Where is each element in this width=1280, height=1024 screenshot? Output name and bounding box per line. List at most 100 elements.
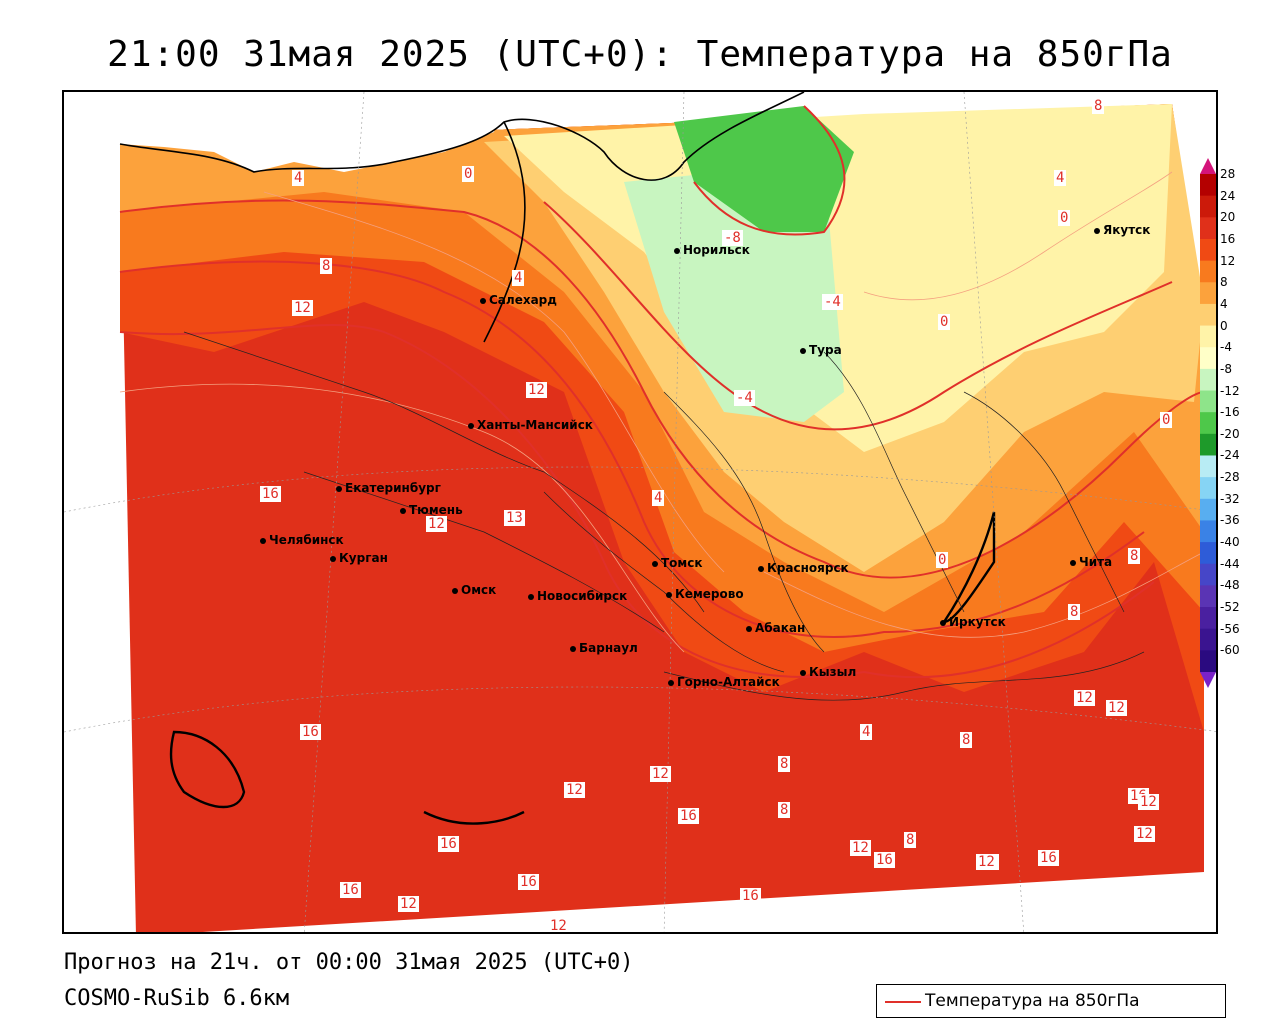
colorbar-tick-label: -60 — [1220, 643, 1240, 658]
city-label: Норильск — [674, 243, 750, 257]
contour-label: 8 — [320, 258, 333, 274]
colorbar-tick-label: -24 — [1220, 448, 1240, 463]
colorbar-tick-label: -12 — [1220, 383, 1240, 398]
colorbar-tick-label: -48 — [1220, 578, 1240, 593]
city-label: Тура — [800, 343, 842, 357]
city-label: Новосибирск — [528, 589, 627, 603]
contour-label: 16 — [1038, 850, 1059, 866]
colorbar-swatch — [1200, 368, 1216, 392]
colorbar-tick-label: -40 — [1220, 535, 1240, 550]
contour-label: 16 — [340, 882, 361, 898]
contour-label: 16 — [518, 874, 539, 890]
contour-label: 0 — [936, 552, 949, 568]
contour-label: 12 — [564, 782, 585, 798]
colorbar-tick-label: -20 — [1220, 426, 1240, 441]
temperature-map[interactable]: Норильск Якутск Салехард Тура Ханты-Манс… — [62, 90, 1218, 934]
colorbar-tick-label: -8 — [1220, 361, 1232, 376]
city-label: Якутск — [1094, 223, 1150, 237]
colorbar-tick-label: -56 — [1220, 621, 1240, 636]
colorbar-tick-label: 20 — [1220, 210, 1236, 225]
contour-label: 16 — [874, 852, 895, 868]
colorbar-tick-label: -16 — [1220, 405, 1240, 420]
contour-label: 4 — [652, 490, 665, 506]
colorbar-swatch — [1200, 607, 1216, 630]
contour-label: -4 — [822, 294, 843, 310]
colorbar-bottom-arrow — [1200, 672, 1216, 688]
contour-label: 12 — [1106, 700, 1127, 716]
contour-label: 12 — [1074, 690, 1095, 706]
colorbar-swatch — [1200, 347, 1216, 370]
contour-label: 16 — [438, 836, 459, 852]
contour-label: 4 — [292, 170, 305, 186]
city-label: Тюмень — [400, 503, 463, 517]
colorbar-tick-label: -32 — [1220, 491, 1240, 506]
colorbar-swatch — [1200, 238, 1216, 262]
contour-label: 8 — [960, 732, 973, 748]
contour-label: 0 — [1058, 210, 1071, 226]
city-label: Абакан — [746, 621, 805, 635]
contour-label: 12 — [398, 896, 419, 912]
contour-label: 4 — [860, 724, 873, 740]
city-label: Салехард — [480, 293, 557, 307]
colorbar-swatch — [1200, 628, 1216, 651]
contour-label: 0 — [938, 314, 951, 330]
contour-label: 12 — [426, 516, 447, 532]
colorbar-swatch — [1200, 650, 1216, 673]
colorbar-swatch — [1200, 520, 1216, 543]
legend-line-swatch — [885, 1001, 921, 1003]
contour-label: 4 — [512, 270, 525, 286]
contour-label: 8 — [1068, 604, 1081, 620]
contour-label: 12 — [650, 766, 671, 782]
colorbar-tick-label: 0 — [1220, 318, 1228, 333]
city-label: Кемерово — [666, 587, 744, 601]
city-label: Курган — [330, 551, 388, 565]
colorbar-swatch — [1200, 585, 1216, 608]
colorbar-swatch — [1200, 477, 1216, 500]
city-label: Барнаул — [570, 641, 638, 655]
contour-label: 8 — [1128, 548, 1141, 564]
contour-label: 12 — [1134, 826, 1155, 842]
city-label: Ханты-Мансийск — [468, 418, 593, 432]
contour-label: 12 — [850, 840, 871, 856]
contour-label: 4 — [1054, 170, 1067, 186]
contour-label: 13 — [504, 510, 525, 526]
city-label: Кызыл — [800, 665, 856, 679]
contour-label: 0 — [462, 166, 475, 182]
colorbar-tick-label: 24 — [1220, 188, 1236, 203]
colorbar-tick-label: 28 — [1220, 167, 1236, 181]
colorbar-tick-label: -4 — [1220, 340, 1232, 355]
colorbar-swatch — [1200, 217, 1216, 240]
city-label: Иркутск — [940, 615, 1006, 629]
city-label: Челябинск — [260, 533, 344, 547]
colorbar-swatch — [1200, 174, 1216, 197]
colorbar-swatch — [1200, 260, 1216, 283]
colorbar-tick-label: -52 — [1220, 600, 1240, 615]
colorbar-swatch — [1200, 542, 1216, 565]
page-title: 21:00 31мая 2025 (UTC+0): Температура на… — [107, 34, 1173, 75]
colorbar-swatch — [1200, 303, 1216, 327]
colorbar-swatch — [1200, 412, 1216, 435]
colorbar-tick-label: 16 — [1220, 231, 1236, 246]
contour-label: 12 — [976, 854, 997, 870]
contour-label: -4 — [734, 390, 755, 406]
contour-label: -8 — [722, 230, 743, 246]
forecast-info: Прогноз на 21ч. от 00:00 31мая 2025 (UTC… — [64, 950, 634, 975]
colorbar-tick-label: -28 — [1220, 470, 1240, 485]
contour-label: 16 — [740, 888, 761, 904]
colorbar-swatch — [1200, 195, 1216, 218]
contour-label: 8 — [778, 802, 791, 818]
contour-label: 12 — [292, 300, 313, 316]
colorbar-tick-label: -44 — [1220, 556, 1240, 571]
colorbar-swatch — [1200, 390, 1216, 413]
contour-label: 12 — [548, 918, 569, 934]
contour-label: 16 — [678, 808, 699, 824]
contour-label: 0 — [1160, 412, 1173, 428]
colorbar-tick-label: -36 — [1220, 513, 1240, 528]
city-label: Горно-Алтайск — [668, 675, 780, 689]
model-name: COSMO-RuSib 6.6км — [64, 986, 290, 1011]
contour-label: 12 — [526, 382, 547, 398]
temp-zone-minus8 — [674, 106, 854, 232]
colorbar-tick-label: 8 — [1220, 275, 1228, 290]
contour-label: 8 — [778, 756, 791, 772]
contour-label: 16 — [260, 486, 281, 502]
